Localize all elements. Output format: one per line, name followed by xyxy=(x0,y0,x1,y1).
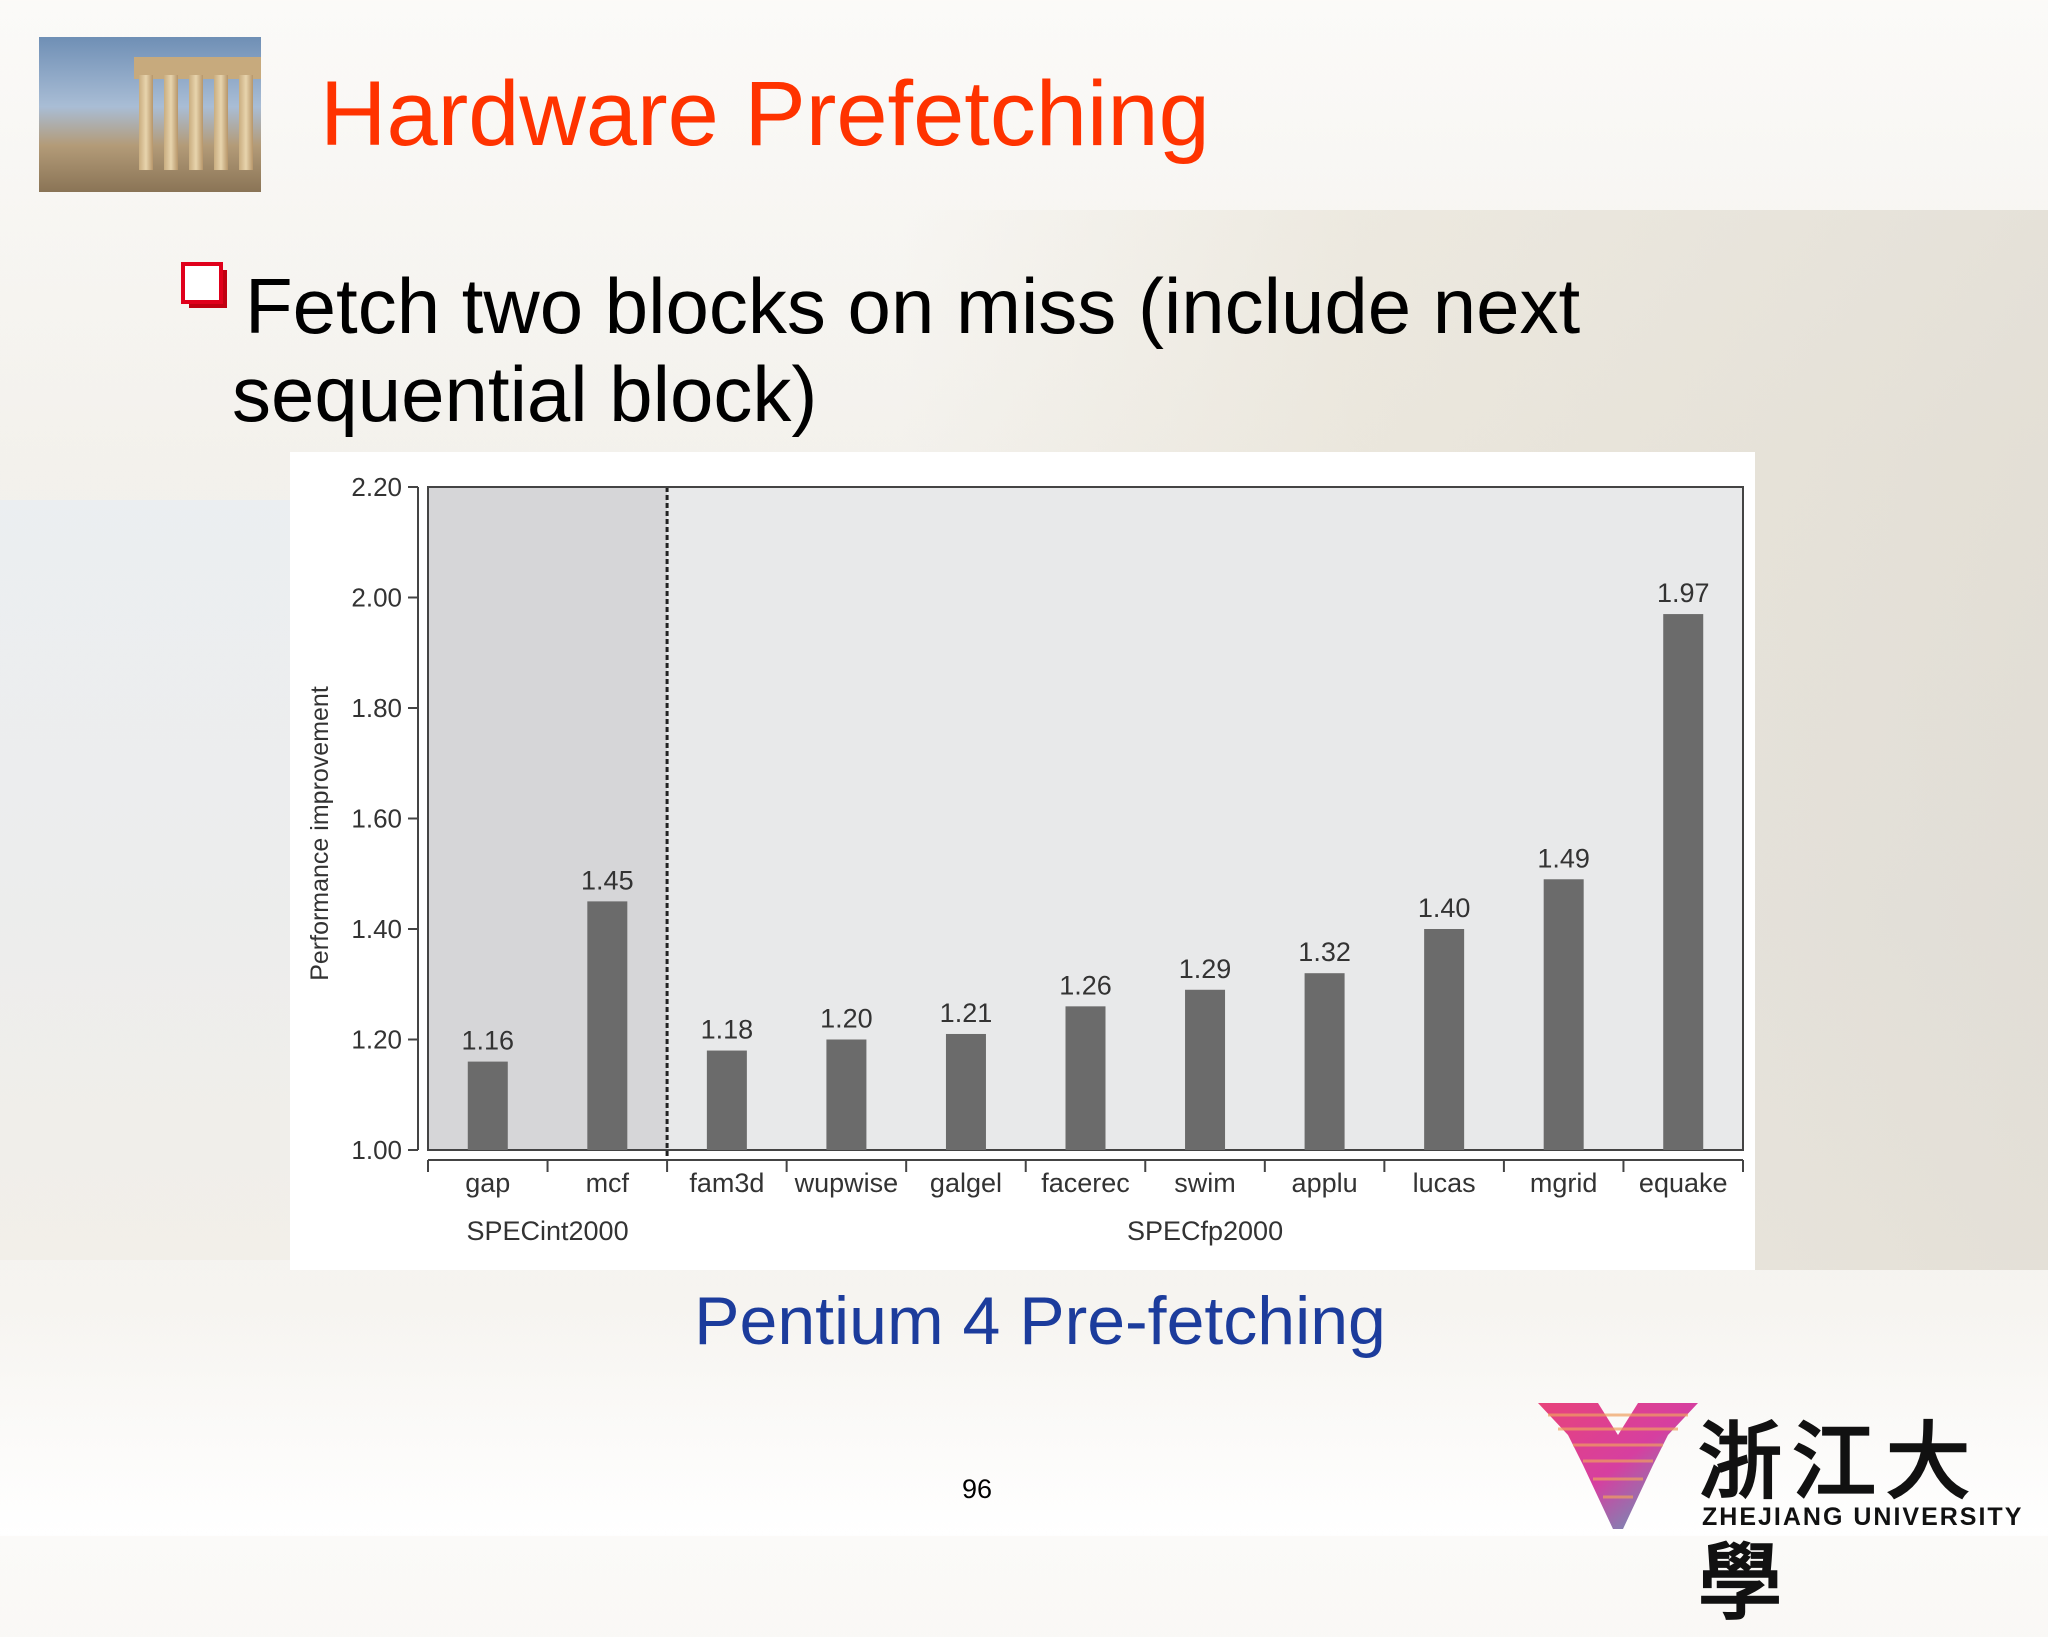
bar-value-label: 1.18 xyxy=(701,1015,754,1045)
bar-swim xyxy=(1185,989,1226,1150)
y-tick-label: 1.20 xyxy=(351,1025,402,1055)
y-tick-label: 1.60 xyxy=(351,804,402,834)
y-tick-label: 1.80 xyxy=(351,693,402,723)
x-category-label: lucas xyxy=(1413,1168,1476,1198)
logo-english-text: ZHEJIANG UNIVERSITY xyxy=(1702,1503,2024,1531)
slide-title: Hardware Prefetching xyxy=(320,63,1210,165)
x-category-label: equake xyxy=(1639,1168,1728,1198)
bar-value-label: 1.21 xyxy=(940,998,993,1028)
bar-mcf xyxy=(587,901,628,1150)
y-tick-label: 1.00 xyxy=(351,1135,402,1165)
x-category-label: facerec xyxy=(1041,1168,1130,1198)
bar-mgrid xyxy=(1543,879,1584,1150)
bullet-square-icon xyxy=(181,262,227,308)
group-label: SPECint2000 xyxy=(466,1216,628,1246)
background-sky xyxy=(0,500,320,1260)
x-category-label: mcf xyxy=(586,1168,630,1198)
bar-value-label: 1.16 xyxy=(461,1026,514,1056)
bar-galgel xyxy=(945,1033,986,1150)
y-tick-label: 1.40 xyxy=(351,914,402,944)
parthenon-photo xyxy=(39,37,261,192)
y-tick-label: 2.00 xyxy=(351,583,402,613)
y-tick-label: 2.20 xyxy=(351,472,402,502)
bar-value-label: 1.40 xyxy=(1418,893,1471,923)
bar-value-label: 1.32 xyxy=(1298,937,1351,967)
bar-fam3d xyxy=(706,1050,747,1150)
bullet-text-line1: Fetch two blocks on miss (include next xyxy=(245,262,1581,350)
bar-gap xyxy=(467,1061,508,1150)
bar-wupwise xyxy=(826,1039,867,1150)
bar-lucas xyxy=(1424,929,1465,1150)
x-category-label: gap xyxy=(465,1168,510,1198)
bar-facerec xyxy=(1065,1006,1106,1150)
bar-value-label: 1.49 xyxy=(1537,843,1590,873)
chart-panel: SPECint2000 SPECfp2000 1.00 1.20 1.40 1.60 1.8… xyxy=(290,452,1755,1270)
bar-value-label: 1.20 xyxy=(820,1004,873,1034)
group-label: SPECfp2000 xyxy=(1127,1216,1283,1246)
x-category-label: swim xyxy=(1174,1168,1236,1198)
x-category-label: applu xyxy=(1292,1168,1358,1198)
x-category-label: wupwise xyxy=(794,1168,899,1198)
y-axis-label: Performance improvement xyxy=(306,686,334,981)
bar-value-label: 1.29 xyxy=(1179,954,1232,984)
x-category-label: mgrid xyxy=(1530,1168,1598,1198)
bullet-text-line2: sequential block) xyxy=(232,350,818,438)
bar-equake xyxy=(1663,614,1704,1150)
chart-caption: Pentium 4 Pre-fetching xyxy=(694,1283,1386,1359)
bar-value-label: 1.26 xyxy=(1059,970,1112,1000)
x-category-label: fam3d xyxy=(689,1168,764,1198)
university-emblem-icon xyxy=(1538,1403,1698,1529)
bar-value-label: 1.45 xyxy=(581,865,634,895)
bar-applu xyxy=(1304,973,1345,1150)
x-category-label: galgel xyxy=(930,1168,1002,1198)
zhejiang-university-logo: 浙江大學 ZHEJIANG UNIVERSITY xyxy=(1538,1395,2030,1632)
page-number: 96 xyxy=(962,1474,993,1504)
bar-value-label: 1.97 xyxy=(1657,578,1710,608)
bar-chart: SPECint2000 SPECfp2000 1.00 1.20 1.40 1.60 1.8… xyxy=(306,472,1744,1246)
